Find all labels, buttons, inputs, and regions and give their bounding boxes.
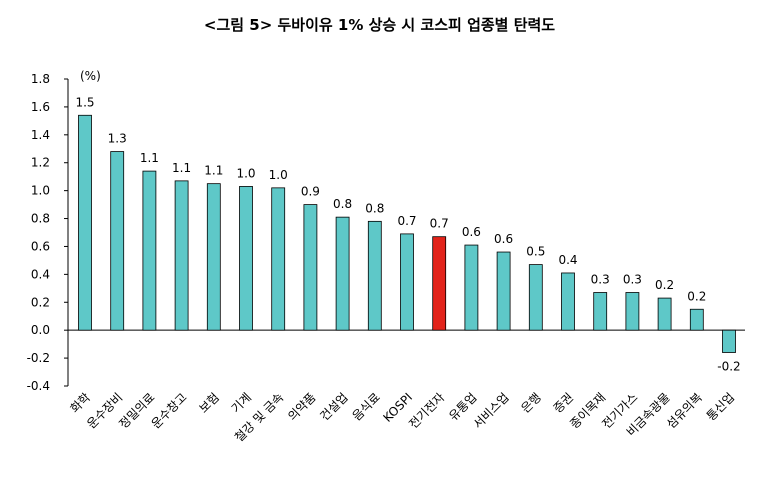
- bar-17: [625, 292, 640, 331]
- category-label-7: 의약품: [284, 390, 318, 424]
- data-label-10: 0.7: [397, 214, 416, 228]
- data-label-2: 1.1: [140, 151, 159, 165]
- bar-8: [335, 216, 350, 331]
- y-tick-label: 0.8: [31, 212, 50, 226]
- data-label-0: 1.5: [75, 95, 94, 109]
- data-label-13: 0.6: [494, 232, 513, 246]
- y-tick-label: 1.2: [31, 156, 50, 170]
- y-tick-label: 1.6: [31, 100, 50, 114]
- y-tick-label: -0.2: [27, 351, 50, 365]
- y-tick-label: 0.6: [31, 239, 50, 253]
- unit-label: (%): [80, 69, 101, 83]
- chart-title: <그림 5> 두바이유 1% 상승 시 코스피 업종별 탄력도: [203, 16, 556, 34]
- y-tick-label: 0.4: [31, 267, 50, 281]
- bar-19: [689, 308, 704, 331]
- data-label-1: 1.3: [108, 132, 127, 146]
- bar-9: [367, 220, 382, 331]
- data-label-16: 0.3: [591, 273, 610, 287]
- data-label-12: 0.6: [462, 225, 481, 239]
- category-label-11: 전기전자: [406, 390, 447, 431]
- bar-18: [657, 297, 672, 331]
- category-label-19: 섬유의복: [664, 390, 705, 431]
- category-label-4: 보험: [196, 390, 222, 416]
- data-label-6: 1.0: [269, 168, 288, 182]
- data-label-7: 0.9: [301, 185, 320, 199]
- bar-10: [400, 233, 414, 331]
- bar-15: [561, 272, 575, 331]
- bar-14: [528, 264, 543, 331]
- y-tick-label: 0.0: [31, 323, 50, 337]
- data-label-5: 1.0: [236, 166, 255, 180]
- y-tick-label: 1.8: [31, 72, 50, 86]
- bar-6: [271, 187, 286, 331]
- data-label-19: 0.2: [687, 289, 706, 303]
- bar-1: [110, 151, 125, 331]
- category-label-8: 건설업: [317, 390, 350, 423]
- y-tick-label: 1.0: [31, 184, 50, 198]
- bar-0: [78, 114, 92, 331]
- y-tick-label: 1.4: [31, 128, 50, 142]
- bar-5: [239, 186, 253, 331]
- bar-7: [303, 204, 318, 331]
- bar-3: [174, 180, 189, 331]
- category-label-5: 기계: [229, 390, 255, 416]
- data-label-11: 0.7: [430, 217, 449, 231]
- category-label-0: 화학: [68, 390, 94, 416]
- category-label-20: 통신업: [704, 390, 737, 423]
- data-label-3: 1.1: [172, 161, 191, 175]
- category-label-3: 운수창고: [149, 390, 190, 431]
- data-label-4: 1.1: [204, 164, 223, 178]
- bar-12: [464, 244, 479, 331]
- data-label-18: 0.2: [655, 278, 674, 292]
- data-label-9: 0.8: [365, 201, 384, 215]
- data-label-14: 0.5: [526, 245, 545, 259]
- bar-4: [206, 183, 221, 331]
- bar-20: [722, 329, 736, 353]
- data-label-8: 0.8: [333, 197, 352, 211]
- data-label-15: 0.4: [558, 253, 577, 267]
- bar-2: [142, 170, 157, 331]
- bar-13: [496, 251, 511, 331]
- data-label-17: 0.3: [623, 273, 642, 287]
- category-label-14: 은행: [518, 390, 544, 416]
- bar-11: [432, 236, 447, 331]
- bar-16: [593, 292, 608, 331]
- data-label-20: -0.2: [717, 360, 740, 374]
- category-label-13: 서비스업: [471, 390, 512, 431]
- category-label-15: 증권: [551, 390, 577, 416]
- category-label-9: 음식료: [350, 390, 383, 423]
- y-tick-label: 0.2: [31, 295, 50, 309]
- y-tick-label: -0.4: [27, 379, 50, 393]
